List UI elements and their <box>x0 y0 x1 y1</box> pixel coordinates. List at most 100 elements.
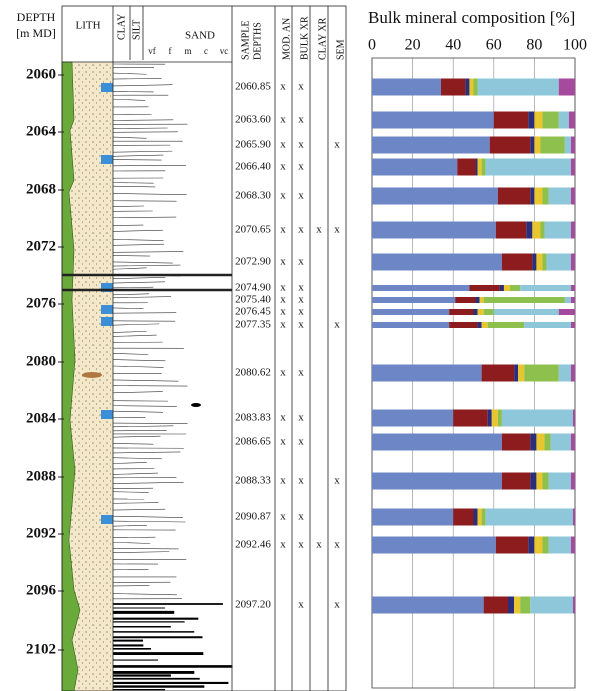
bar-segment <box>549 537 571 554</box>
sample-box <box>101 83 113 92</box>
analysis-mark: x <box>316 539 322 551</box>
bar-segment <box>543 188 549 205</box>
depth-label: 2088 <box>26 468 56 484</box>
analysis-mark: x <box>316 224 322 236</box>
depth-label: 2064 <box>26 123 57 139</box>
sample-depth: 2092.46 <box>235 539 271 551</box>
analysis-mark: x <box>298 282 304 294</box>
bed-line <box>113 509 165 510</box>
bed-line <box>113 193 187 194</box>
sample-depth: 2070.65 <box>235 224 271 236</box>
x-tick-label: 0 <box>368 37 376 54</box>
bed-line <box>113 406 177 407</box>
analysis-mark: x <box>280 306 286 318</box>
bed-line <box>113 255 150 256</box>
grain-size-label: c <box>204 46 208 56</box>
bar-segment <box>536 473 542 490</box>
bar-segment <box>534 188 542 205</box>
sample-box <box>101 155 113 164</box>
analysis-mark: x <box>280 319 286 331</box>
analysis-mark: x <box>298 114 304 126</box>
bar-segment <box>449 309 473 315</box>
bar-segment <box>453 509 473 526</box>
bar-segment <box>498 188 530 205</box>
analysis-mark: x <box>334 599 340 611</box>
bar-segment <box>571 473 575 490</box>
bar-segment <box>543 112 559 129</box>
analysis-mark: x <box>280 511 286 523</box>
bar-segment <box>484 309 494 315</box>
bar-segment <box>530 597 573 614</box>
bed-line <box>113 294 149 295</box>
bed-line <box>113 324 159 325</box>
bar-segment <box>500 285 504 291</box>
bar-segment <box>494 309 559 315</box>
bar-segment <box>547 254 571 271</box>
bed-line <box>113 252 183 253</box>
bed-line <box>113 155 163 156</box>
analysis-mark: x <box>298 539 304 551</box>
bar-segment <box>482 322 488 328</box>
bar-segment <box>526 222 532 239</box>
analysis-mark: x <box>280 190 286 202</box>
bed-line <box>113 78 161 79</box>
bed-line <box>113 353 148 354</box>
bar-segment <box>502 473 530 490</box>
bar-segment <box>514 365 518 382</box>
bed-line <box>113 552 169 553</box>
bar-segment <box>474 79 478 96</box>
bar-segment <box>455 297 475 303</box>
depth-label: 2102 <box>26 641 56 657</box>
analysis-mark: x <box>280 114 286 126</box>
nodule <box>191 403 201 407</box>
bed-line <box>113 151 172 152</box>
bed-line <box>113 360 165 361</box>
analysis-mark: x <box>298 367 304 379</box>
bed-line <box>113 331 147 332</box>
analysis-mark: x <box>298 224 304 236</box>
bed-line <box>113 230 163 231</box>
bar-segment <box>569 112 575 129</box>
bed-line <box>113 542 150 543</box>
x-tick-label: 60 <box>486 37 502 54</box>
analysis-mark: x <box>298 436 304 448</box>
analysis-header: SEM <box>335 39 346 60</box>
sample-depth: 2097.20 <box>235 599 271 611</box>
bed-line <box>113 265 180 266</box>
analysis-header: BULK XR <box>299 16 310 60</box>
bed-line <box>113 282 165 283</box>
bar-segment <box>565 137 571 154</box>
bed-line <box>113 287 153 288</box>
bar-segment <box>528 537 534 554</box>
analysis-mark: x <box>280 475 286 487</box>
analysis-mark: x <box>334 539 340 551</box>
bar-segment <box>482 509 486 526</box>
bed-line <box>113 411 163 412</box>
bar-segment <box>486 509 573 526</box>
bed-line <box>113 452 180 453</box>
bar-segment <box>478 159 482 176</box>
bar-segment <box>571 137 575 154</box>
bar-segment <box>453 410 488 427</box>
bed-line <box>113 137 147 138</box>
depth-label: 2084 <box>26 410 57 426</box>
analysis-header: CLAY XR <box>317 17 328 60</box>
analysis-mark: x <box>298 139 304 151</box>
bed-line <box>113 165 186 166</box>
bed-line <box>113 366 164 367</box>
bar-segment <box>372 509 453 526</box>
bed-line <box>113 516 183 517</box>
grain-size-label: m <box>184 46 191 56</box>
bed-line <box>113 436 161 437</box>
bar-segment <box>372 112 494 129</box>
sample-depth: 2065.90 <box>235 139 271 151</box>
bar-segment <box>518 365 524 382</box>
bar-segment <box>488 410 492 427</box>
clay-header: CLAY <box>116 14 127 40</box>
bed-line <box>113 462 147 463</box>
bar-segment <box>549 473 571 490</box>
bar-segment <box>372 537 496 554</box>
grain-size-label: vf <box>148 46 156 56</box>
bed-line <box>113 128 168 129</box>
bar-segment <box>372 410 453 427</box>
